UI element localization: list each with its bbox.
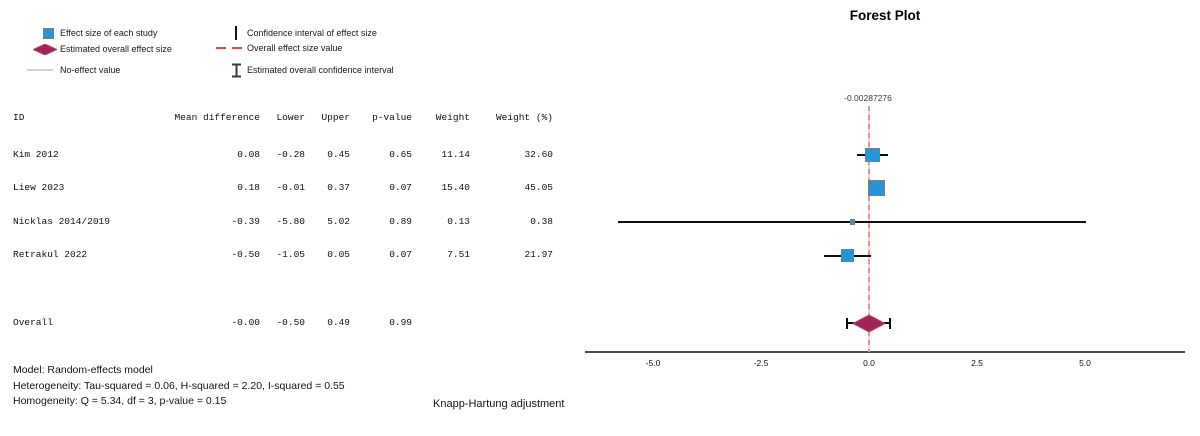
overall-lower: -0.50 bbox=[276, 317, 305, 328]
ci-bar-icon bbox=[235, 26, 237, 40]
overall-weight bbox=[412, 317, 470, 329]
study-marker bbox=[868, 179, 886, 197]
study-weight: 7.51 bbox=[447, 249, 470, 260]
study-pvalue: 0.65 bbox=[389, 149, 412, 160]
overall-id: Overall bbox=[13, 317, 53, 328]
model-line: Model: Random-effects model bbox=[13, 364, 153, 376]
study-id: Liew 2023 bbox=[13, 182, 65, 193]
overall-effect-annotation: -0.00287276 bbox=[844, 93, 892, 103]
overall-weight-pct bbox=[470, 317, 553, 329]
table-row: Nicklas 2014/2019 -0.39 -5.80 5.02 0.89 … bbox=[13, 216, 553, 228]
study-lower: -5.80 bbox=[276, 216, 305, 227]
legend-label: Estimated overall effect size bbox=[60, 44, 172, 54]
x-tick-label: 0.0 bbox=[863, 358, 875, 368]
col-header-lower: Lower bbox=[276, 112, 305, 123]
overall-mean: -0.00 bbox=[231, 317, 260, 328]
study-mean: -0.39 bbox=[231, 216, 260, 227]
table-row: Retrakul 2022 -0.50 -1.05 0.05 0.07 7.51… bbox=[13, 249, 553, 261]
study-weight-pct: 21.97 bbox=[524, 249, 553, 260]
x-axis bbox=[585, 351, 1185, 353]
ci-line bbox=[823, 254, 872, 257]
study-marker bbox=[865, 147, 880, 163]
legend-label: No-effect value bbox=[60, 65, 121, 75]
study-pvalue: 0.07 bbox=[389, 249, 412, 260]
ci-line bbox=[856, 154, 889, 156]
study-mean: -0.50 bbox=[231, 249, 260, 260]
study-weight: 11.14 bbox=[441, 149, 470, 160]
study-upper: 0.45 bbox=[327, 149, 350, 160]
study-pvalue: 0.89 bbox=[389, 216, 412, 227]
overall-diamond-marker bbox=[851, 313, 886, 337]
overall-ci-line bbox=[847, 322, 891, 324]
study-weight-pct: 0.38 bbox=[530, 216, 553, 227]
study-id: Nicklas 2014/2019 bbox=[13, 216, 110, 227]
study-mean: 0.18 bbox=[237, 182, 260, 193]
col-header-weight-pct: Weight (%) bbox=[495, 112, 553, 123]
study-weight: 15.40 bbox=[441, 182, 470, 193]
study-weight: 0.13 bbox=[447, 216, 470, 227]
x-tick-label: -5.0 bbox=[645, 358, 661, 368]
overall-upper: 0.49 bbox=[327, 317, 350, 328]
legend-label: Confidence interval of effect size bbox=[247, 28, 377, 38]
heterogeneity-line: Heterogeneity: Tau-squared = 0.06, H-squ… bbox=[13, 379, 345, 392]
table-header-row: ID Mean difference Lower Upper p-value W… bbox=[13, 112, 553, 124]
table-overall-row: Overall -0.00 -0.50 0.49 0.99 bbox=[13, 317, 553, 329]
overall-diamond-icon bbox=[33, 44, 57, 55]
no-effect-line-icon bbox=[27, 69, 53, 71]
homogeneity-line: Homogeneity: Q = 5.34, df = 3, p-value =… bbox=[13, 395, 227, 407]
study-marker bbox=[840, 249, 854, 262]
legend-label: Overall effect size value bbox=[247, 43, 343, 53]
overall-effect-line bbox=[867, 106, 870, 352]
study-weight-pct: 32.60 bbox=[524, 149, 553, 160]
overall-ci-cap-right bbox=[889, 317, 892, 329]
legend-label: Estimated overall confidence interval bbox=[247, 65, 394, 75]
study-id: Retrakul 2022 bbox=[13, 249, 88, 260]
study-square-icon bbox=[43, 28, 54, 39]
table-row: Liew 2023 0.18 -0.01 0.37 0.07 15.40 45.… bbox=[13, 182, 553, 194]
overall-pvalue: 0.99 bbox=[389, 317, 412, 328]
col-header-mean: Mean difference bbox=[174, 112, 260, 123]
overall-ci-icon bbox=[232, 63, 241, 78]
study-id: Kim 2012 bbox=[13, 149, 59, 160]
adjustment-note: Knapp-Hartung adjustment bbox=[433, 398, 565, 410]
col-header-weight: Weight bbox=[435, 112, 470, 123]
study-mean: 0.08 bbox=[237, 149, 260, 160]
study-lower: -0.28 bbox=[276, 149, 305, 160]
study-pvalue: 0.07 bbox=[389, 182, 412, 193]
study-upper: 5.02 bbox=[327, 216, 350, 227]
study-upper: 0.05 bbox=[327, 249, 350, 260]
plot-title: Forest Plot bbox=[849, 8, 921, 23]
legend-label: Effect size of each study bbox=[60, 28, 158, 38]
overall-ci-cap-left bbox=[846, 317, 849, 329]
table-row: Kim 2012 0.08 -0.28 0.45 0.65 11.14 32.6… bbox=[13, 149, 553, 161]
col-header-id: ID bbox=[13, 112, 25, 123]
x-tick-label: 5.0 bbox=[1079, 358, 1091, 368]
no-effect-line bbox=[868, 108, 870, 352]
x-tick-label: -2.5 bbox=[753, 358, 769, 368]
model-notes: Model: Random-effects model Heterogeneit… bbox=[13, 363, 345, 410]
study-upper: 0.37 bbox=[327, 182, 350, 193]
col-header-pvalue: p-value bbox=[372, 112, 412, 123]
study-lower: -1.05 bbox=[276, 249, 305, 260]
col-header-upper: Upper bbox=[321, 112, 350, 123]
study-marker bbox=[849, 219, 855, 225]
ci-line bbox=[618, 221, 1086, 223]
study-weight-pct: 45.05 bbox=[524, 182, 553, 193]
ci-line bbox=[868, 187, 885, 189]
study-lower: -0.01 bbox=[276, 182, 305, 193]
x-tick-label: 2.5 bbox=[971, 358, 983, 368]
